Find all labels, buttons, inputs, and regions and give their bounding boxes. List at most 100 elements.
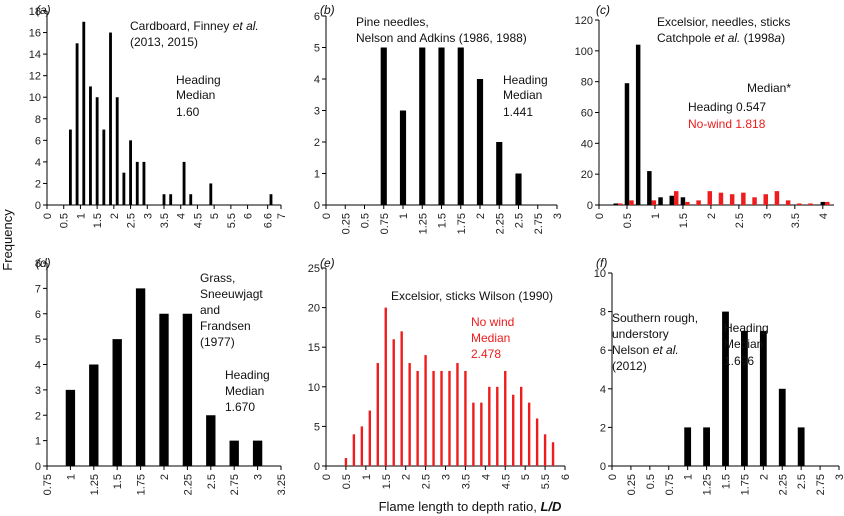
bar [376, 363, 379, 466]
annotation-segment: (2013, 2015) [130, 35, 198, 49]
annotation-segment: Excelsior, sticks Wilson (1990) [391, 289, 553, 303]
y-tick-label: 20 [581, 169, 593, 181]
y-tick-label: 10 [594, 268, 606, 280]
annotation-segment: (1977) [200, 335, 235, 349]
x-tick-label: 2.75 [533, 213, 545, 234]
bar [65, 389, 76, 466]
bar [718, 192, 724, 205]
bar [424, 355, 427, 466]
annotation: 2.478 [471, 347, 501, 361]
bar [142, 161, 146, 205]
x-tick-label: 3 [441, 474, 453, 480]
bar [360, 426, 364, 466]
bar [685, 201, 690, 205]
bar [759, 330, 767, 466]
y-tick-label: 0 [314, 461, 320, 473]
x-tick-label: 0 [42, 213, 54, 219]
bar [438, 47, 445, 205]
annotation: understory [612, 327, 669, 341]
bar [252, 440, 263, 466]
x-tick-label: 1.25 [417, 213, 429, 234]
y-tick-label: 5 [314, 43, 320, 55]
bar [527, 402, 531, 466]
annotation: 1.696 [724, 354, 754, 368]
bar [797, 203, 802, 205]
bar [464, 370, 467, 466]
x-tick-label: 1.5 [678, 213, 690, 228]
bar [658, 197, 663, 205]
bar [89, 86, 92, 205]
panel-label: (b) [320, 3, 335, 17]
y-tick-label: 0 [600, 461, 606, 473]
panel-d: 0 1 2 3 4 5 6 7 8 0.75 1 1.25 1.5 1.75 2 2.25 2.5 2.75 3 3.… [35, 256, 288, 495]
bar [684, 427, 692, 466]
annotation: 1.60 [176, 105, 200, 119]
bar [472, 402, 475, 466]
y-tick-label: 120 [575, 15, 593, 27]
x-tick-label: 4 [176, 213, 188, 219]
annotation: (2012) [612, 359, 647, 373]
bar [680, 197, 686, 205]
y-tick-label: 0 [35, 200, 41, 212]
x-tick-label: 2 [475, 213, 487, 219]
bar [95, 97, 99, 205]
bar [457, 47, 464, 205]
bar [703, 427, 710, 466]
bar [229, 440, 239, 466]
bar [722, 311, 729, 466]
annotation: Median [471, 331, 510, 345]
y-tick-label: 18 [29, 6, 41, 18]
x-tick-label: 1.5 [112, 474, 124, 489]
x-tick-label: 2.25 [777, 474, 789, 495]
bar [109, 32, 112, 205]
bar [416, 370, 419, 466]
y-tick-label: 15 [308, 342, 320, 354]
bar [669, 195, 674, 205]
x-tick-label: 2.5 [206, 474, 218, 489]
x-tick-label: 1 [75, 213, 87, 219]
panel-f: 0 2 4 6 8 10 0 0.25 0.5 0.75 1 1.25 1.5 1.75 2 2.25 2.5 2… [594, 256, 844, 495]
x-tick-label: 0.5 [59, 213, 71, 228]
x-tick-label: 1.5 [721, 474, 733, 489]
annotation-segment: et al. [714, 31, 740, 45]
x-tick-label: 7 [276, 213, 288, 219]
annotation-segment: (2012) [612, 359, 647, 373]
bar [400, 331, 403, 466]
bar [419, 47, 426, 205]
x-tick-label: 5.5 [226, 213, 238, 228]
annotation: Heading [176, 73, 221, 87]
bar [774, 191, 780, 205]
x-tick-label: 3 [834, 474, 844, 480]
bar [778, 388, 786, 466]
x-tick-label: 1.5 [381, 474, 393, 489]
bar [480, 402, 483, 466]
bar [707, 191, 713, 205]
bar [408, 363, 411, 466]
y-tick-label: 4 [35, 360, 41, 372]
y-tick-label: 3 [314, 106, 320, 118]
annotation: Heading [724, 321, 769, 335]
bar [392, 339, 395, 466]
y-tick-label: 40 [581, 138, 593, 150]
x-tick-label: 1.75 [739, 474, 751, 495]
annotation: Catchpole et al. (1998a) [657, 31, 785, 45]
bar [618, 203, 623, 205]
bar [448, 370, 451, 466]
annotation: Median [724, 337, 763, 351]
y-tick-label: 60 [581, 108, 593, 120]
bar [162, 194, 166, 205]
annotation: and [200, 303, 220, 317]
y-tick-label: 2 [314, 137, 320, 149]
y-tick-label: 8 [35, 114, 41, 126]
y-tick-label: 14 [29, 49, 41, 61]
x-tick-label: 0 [321, 474, 333, 480]
bar [785, 200, 791, 205]
x-tick-label: 3 [762, 213, 774, 219]
bar [763, 194, 768, 205]
x-tick-label: 2.5 [514, 213, 526, 228]
annotation-segment: Pine needles, [356, 15, 429, 29]
y-tick-label: 25 [308, 263, 320, 275]
bar [68, 129, 72, 205]
bar [159, 313, 169, 466]
